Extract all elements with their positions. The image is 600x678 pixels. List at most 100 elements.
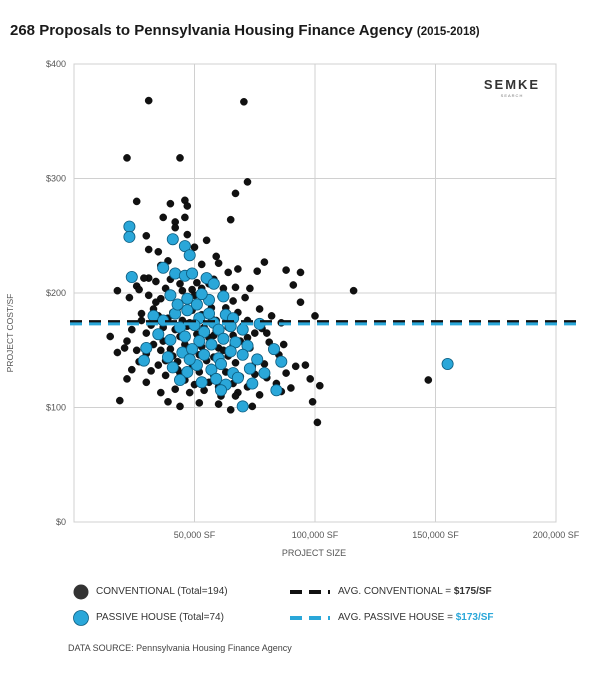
conventional-point: [181, 213, 189, 222]
legend-conventional: CONVENTIONAL (Total=194): [96, 586, 228, 597]
conventional-point: [132, 197, 141, 206]
conventional-point: [154, 247, 163, 256]
conventional-point: [308, 397, 317, 406]
logo-text: SEMKE: [484, 77, 540, 92]
passive-house-point: [217, 332, 230, 345]
passive-house-point: [198, 348, 211, 361]
conventional-point: [147, 367, 155, 375]
data-source: DATA SOURCE: Pennsylvania Housing Financ…: [68, 643, 292, 653]
legend-avg-conventional-value: $175/SF: [453, 586, 492, 597]
scatter-plot: $0 $100 $200 $300 $400 50,000 SF 100,000 SF 150…: [5, 59, 580, 558]
legend-avg-conventional: AVG. CONVENTIONAL = $175/SF: [338, 586, 492, 597]
conventional-point: [140, 274, 148, 282]
conventional-point: [260, 258, 269, 266]
conventional-point: [195, 399, 204, 407]
conventional-point: [152, 277, 160, 286]
conventional-point: [214, 400, 223, 408]
y-tick-label: $0: [56, 517, 66, 527]
average-lines: [70, 320, 580, 326]
passive-house-point: [441, 357, 454, 370]
passive-house-point: [123, 220, 136, 233]
passive-house-point: [195, 376, 208, 389]
conventional-point: [212, 252, 220, 261]
passive-house-point: [258, 367, 271, 380]
passive-house-point: [243, 362, 256, 375]
conventional-point: [127, 365, 136, 374]
conventional-point: [113, 286, 122, 295]
conventional-point: [243, 178, 252, 186]
conventional-point: [116, 396, 124, 405]
passive-house-point: [161, 351, 174, 364]
passive-house-point: [246, 377, 259, 390]
conventional-point: [296, 298, 305, 307]
conventional-point: [231, 189, 240, 198]
legend-passive-marker: [73, 610, 89, 626]
x-tick-label: 100,000 SF: [292, 530, 339, 540]
chart-title-years: (2015-2018): [416, 26, 480, 38]
y-tick-label: $400: [46, 59, 66, 69]
conventional-point: [262, 329, 271, 337]
passive-house-point: [171, 298, 184, 311]
passive-house-point: [123, 230, 136, 243]
conventional-point: [287, 384, 295, 392]
conventional-point: [301, 361, 310, 369]
conventional-point: [144, 245, 153, 254]
passive-house-point: [214, 384, 227, 397]
conventional-point: [234, 265, 242, 273]
legend-avg-passive-label: AVG. PASSIVE HOUSE =: [338, 612, 456, 623]
x-tick-label: 200,000 SF: [533, 530, 580, 540]
conventional-point: [161, 371, 170, 380]
conventional-point: [202, 236, 211, 245]
passive-house-point: [181, 365, 194, 378]
passive-house-point: [205, 338, 218, 351]
conventional-point: [142, 329, 151, 337]
y-axis-label: PROJECT COST/SF: [5, 294, 15, 373]
passive-house-point: [178, 330, 191, 343]
legend-avg-conventional-label: AVG. CONVENTIONAL =: [338, 586, 454, 597]
legend: [73, 584, 330, 626]
logo-subtext: SEARCH: [501, 93, 524, 98]
passive-house-point: [224, 345, 237, 358]
passive-house-point: [183, 249, 196, 262]
passive-house-point: [270, 384, 283, 397]
passive-house-point: [173, 373, 186, 386]
conventional-point: [231, 392, 240, 400]
conventional-point: [171, 223, 179, 232]
conventional-point: [125, 293, 134, 302]
conventional-point: [142, 378, 151, 387]
passive-house-point: [195, 288, 208, 301]
conventional-point: [214, 259, 223, 267]
conventional-point: [132, 346, 141, 355]
conventional-point: [123, 337, 131, 345]
conventional-point: [241, 293, 249, 302]
conventional-point: [306, 375, 315, 383]
axis-ticks: $0 $100 $200 $300 $400 50,000 SF 100,000 SF 150…: [46, 59, 580, 540]
conventional-point: [424, 376, 433, 384]
conventional-point: [176, 402, 184, 411]
passive-house-point: [236, 348, 249, 361]
passive-house-point: [157, 261, 170, 274]
passive-house-point: [202, 307, 215, 320]
conventional-point: [291, 362, 300, 371]
conventional-point: [253, 267, 262, 275]
conventional-point: [164, 397, 172, 406]
conventional-point: [296, 268, 305, 277]
chart-title-text: 268 Proposals to Pennsylvania Housing Fi…: [10, 22, 413, 39]
conventional-point: [166, 199, 175, 208]
conventional-point: [255, 305, 264, 313]
legend-conventional-marker: [73, 584, 89, 600]
conventional-point: [113, 348, 122, 357]
passive-house-point: [210, 372, 223, 385]
conventional-point: [282, 369, 290, 377]
passive-house-point: [169, 267, 182, 280]
conventional-point: [313, 418, 322, 427]
conventional-point: [315, 381, 324, 390]
conventional-point: [123, 375, 131, 383]
passive-house-point: [164, 333, 177, 346]
passive-house-point: [186, 267, 199, 280]
passive-house-point: [183, 353, 196, 366]
conventional-point: [197, 260, 206, 269]
passive-house-point: [236, 323, 249, 336]
conventional-point: [176, 154, 184, 162]
